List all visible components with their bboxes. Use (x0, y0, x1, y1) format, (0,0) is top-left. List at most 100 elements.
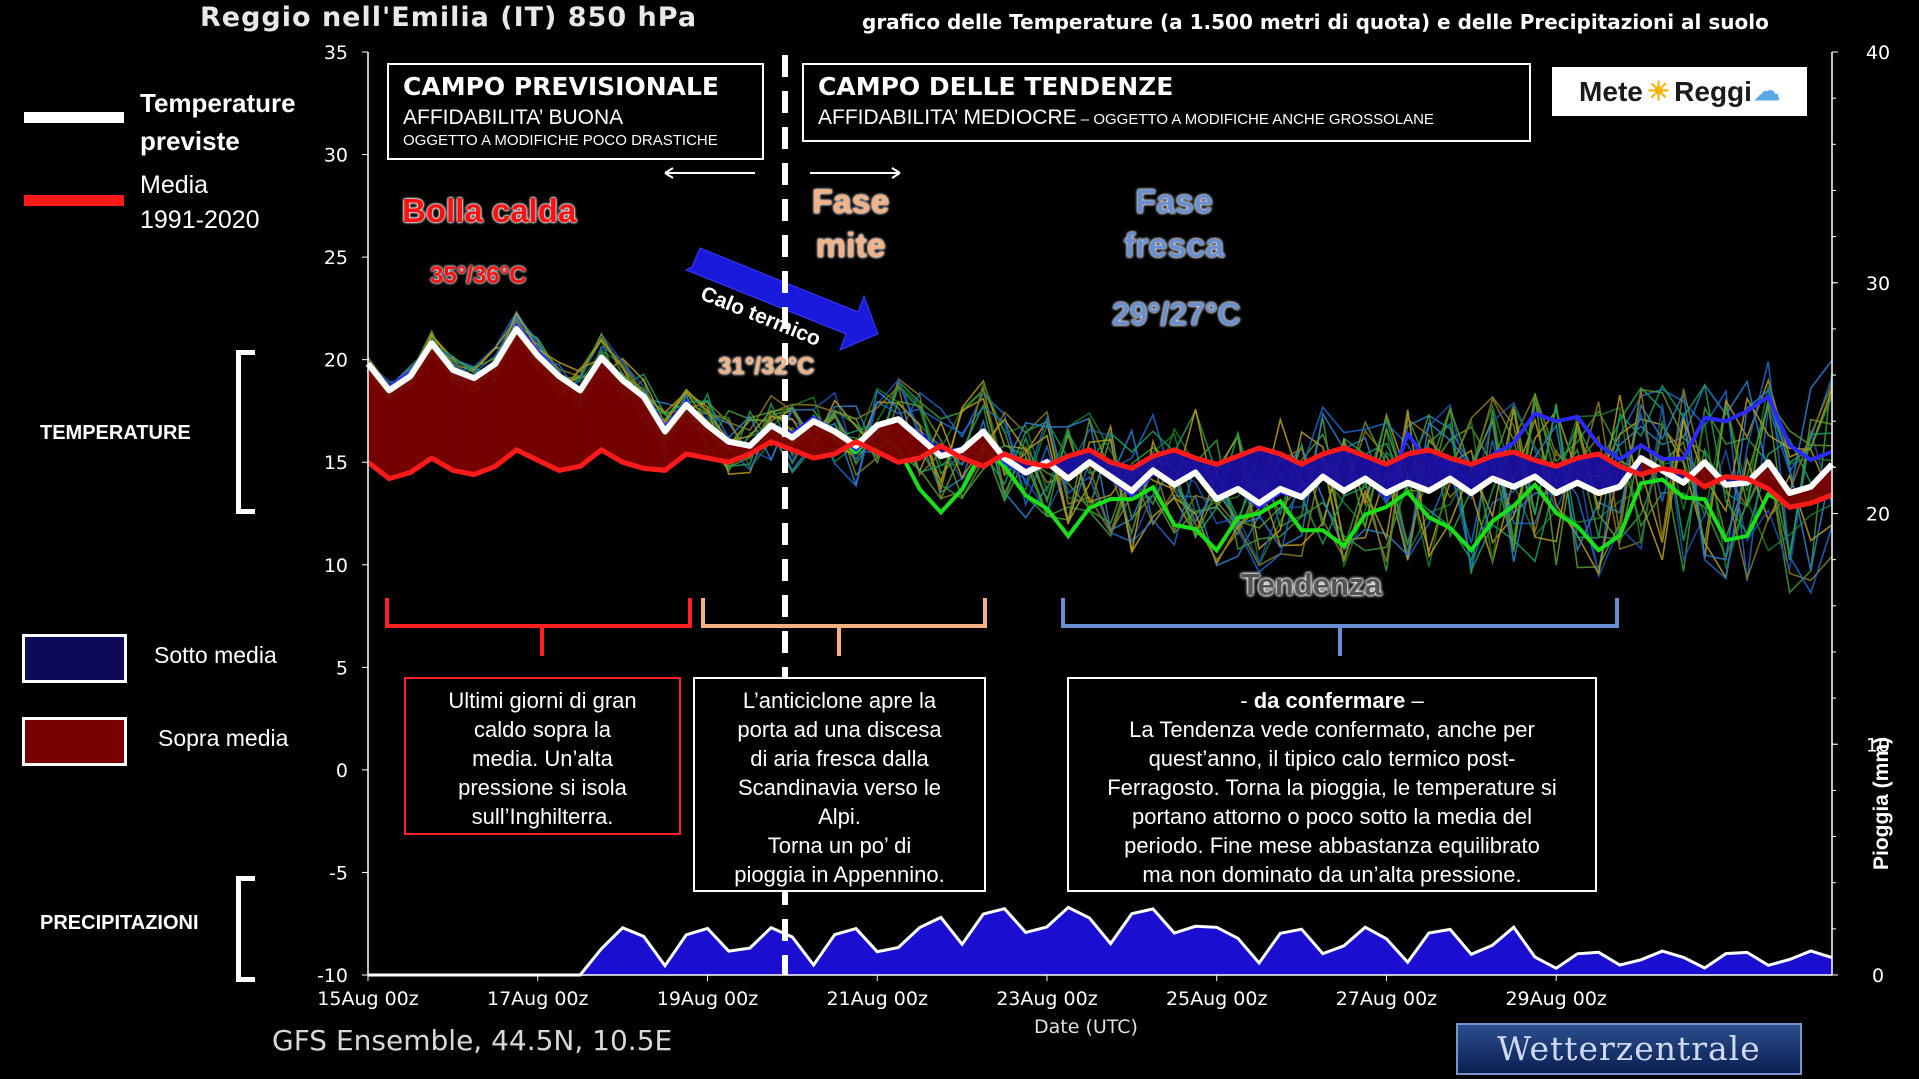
description-hot-phase: Ultimi giorni di gran caldo sopra la med… (404, 677, 681, 835)
above-mean-fill (558, 376, 581, 471)
x-tick-label: 23Aug 00z (996, 988, 1097, 1010)
above-mean-fill (410, 343, 432, 473)
desc2-line: pioggia in Appennino. (734, 862, 945, 887)
above-mean-fill (495, 328, 517, 467)
wetterzentrale-watermark: Wetterzentrale (1456, 1023, 1802, 1075)
above-mean-fill (431, 343, 453, 471)
legend-forecast-line1: Temperature (140, 88, 296, 118)
desc3-post: – (1405, 688, 1424, 713)
annotation-fresca-temp: 29°/27°C (1112, 296, 1241, 332)
above-mean-fill (686, 404, 708, 459)
legend-mean-line1: Media (140, 171, 209, 199)
legend-mean-line2: 1991-2020 (140, 206, 260, 234)
y2-tick-label: 40 (1866, 42, 1890, 64)
x-axis-label: Date (UTC) (1034, 1016, 1138, 1038)
tendenze-line2: – OGGETTO A MODIFICHE ANCHE GROSSOLANE (1076, 111, 1434, 128)
sun-icon: ☀ (1646, 76, 1671, 106)
annotation-bolla-calda: Bolla calda (402, 192, 577, 229)
y-tick-label: 0 (336, 760, 348, 782)
x-tick-label: 19Aug 00z (657, 988, 758, 1010)
desc3-line: portano attorno o poco sotto la media de… (1132, 804, 1532, 829)
desc2-line: Alpi. (818, 804, 861, 829)
forecast-temperature-line (365, 325, 1835, 507)
below-mean-fill (1407, 449, 1429, 491)
y2-tick-label: 30 (1866, 273, 1890, 295)
desc3-line: periodo. Fine mese abbastanza equilibrat… (1124, 833, 1540, 858)
main-series (365, 325, 1835, 510)
mean-temperature-line (366, 439, 1833, 510)
above-mean-fill (474, 363, 496, 475)
desc3-line: ma non dominato da un’alta pressione. (1142, 862, 1522, 887)
below-mean-fill (1153, 449, 1175, 485)
x-tick-label: 29Aug 00z (1505, 988, 1606, 1010)
annotation-fase-fresca: Fase fresca (1124, 180, 1224, 268)
desc3-line: Ferragosto. Torna la pioggia, le tempera… (1107, 775, 1557, 800)
desc1-line: media. Un’alta (472, 746, 613, 771)
arrow-left-icon (664, 167, 755, 179)
bracket-hot (385, 598, 692, 656)
y-tick-label: 5 (336, 657, 348, 679)
annotation-bolla-temp: 35°/36°C (430, 262, 527, 289)
below-mean-fill (1450, 458, 1472, 493)
desc3-line: quest’anno, il tipico calo termico post- (1148, 746, 1516, 771)
precipitation-bracket (236, 876, 255, 982)
y2-tick-label: 0 (1872, 965, 1884, 987)
y-tick-label: 35 (324, 42, 348, 64)
desc3-pre: - (1240, 688, 1254, 713)
axis-ticks: 35 30 25 20 15 10 5 0 -5 -10 40 30 20 10 0 15Aug 00z 17A… (317, 42, 1890, 1010)
y2-tick-label: 20 (1866, 504, 1890, 526)
desc1-line: pressione si isola (458, 775, 627, 800)
x-tick-label: 25Aug 00z (1166, 988, 1267, 1010)
desc2-line: di aria fresca dalla (750, 746, 929, 771)
annotation-fase-fresca-line1: Fase (1135, 183, 1213, 221)
footer-source: GFS Ensemble, 44.5N, 10.5E (272, 1024, 673, 1057)
x-tick-label: 21Aug 00z (826, 988, 927, 1010)
y-tick-label: 15 (324, 452, 348, 474)
desc1-line: sull’Inghilterra. (471, 804, 614, 829)
below-mean-fill (1322, 447, 1344, 491)
above-mean-fill (516, 328, 538, 461)
previsionale-line2: OGGETTO A MODIFICHE POCO DRASTICHE (403, 132, 718, 149)
logo-text-left: Mete (1579, 75, 1643, 107)
below-mean-fill (1534, 460, 1557, 493)
legend-below-swatch (22, 634, 127, 683)
desc2-line: L’anticiclone apre la (742, 688, 937, 713)
desc3-line: La Tendenza vede confermato, anche per (1129, 717, 1535, 742)
above-mean-fill (622, 380, 644, 469)
y-tick-label: -10 (317, 965, 348, 987)
previsionale-heading: CAMPO PREVISIONALE (403, 72, 719, 101)
below-mean-fill (1301, 454, 1323, 498)
above-mean-fill (665, 404, 687, 471)
anomaly-fill (368, 328, 1832, 508)
below-mean-fill (1365, 456, 1387, 493)
arrow-right-icon (810, 167, 901, 179)
legend-below-label: Sotto media (154, 642, 277, 668)
legend-forecast-swatch (24, 112, 124, 123)
temperature-bracket (236, 350, 255, 514)
ensemble-member-line (367, 319, 1833, 582)
precipitation-line (368, 905, 1833, 977)
above-mean-fill (368, 363, 390, 479)
y2-tick-label: 10 (1866, 734, 1890, 756)
legend-forecast-label: Temperature previste (140, 84, 296, 160)
annotation-fase-fresca-line2: fresca (1124, 227, 1225, 265)
annotation-fase-mite: Fase mite (812, 180, 890, 268)
legend-above-label: Sopra media (158, 725, 289, 751)
description-trend: - da confermare – La Tendenza vede confe… (1067, 677, 1597, 892)
legend-forecast-line2: previste (140, 126, 240, 156)
y-tick-label: 10 (324, 555, 348, 577)
legend-mean-swatch (24, 195, 124, 206)
desc1-line: caldo sopra la (474, 717, 611, 742)
bracket-cool (1061, 598, 1619, 656)
logo-text-right: Reggi (1674, 75, 1752, 107)
desc2-line: Scandinavia verso le (737, 775, 941, 800)
above-mean-fill (452, 369, 475, 475)
description-mild-phase: L’anticiclone apre la porta ad una disce… (693, 677, 986, 892)
precipitation-fill (368, 907, 1832, 975)
calo-arrow-icon (684, 247, 879, 351)
bracket-mild (701, 598, 987, 656)
below-mean-fill (1471, 456, 1493, 493)
y-tick-label: 20 (324, 350, 348, 372)
desc2-line: Torna un po’ di (767, 833, 912, 858)
